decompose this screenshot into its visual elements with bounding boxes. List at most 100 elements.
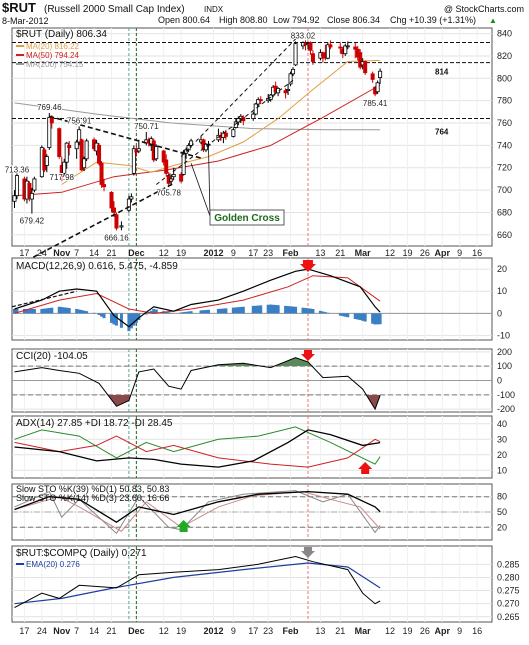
candle-body [57, 128, 62, 157]
ratio-ytick-label: 0.265 [497, 612, 520, 622]
candle-body [288, 73, 293, 85]
candle-body [109, 191, 114, 209]
candle-body [97, 144, 102, 164]
macd-hist-bar [266, 304, 270, 314]
macd-hist-bar [239, 306, 243, 314]
header-brand: @ StockCharts.com [444, 4, 524, 14]
adx-panel-title: ADX(14) 27.85 +DI 18.72 -DI 28.45 [16, 418, 173, 429]
x-tick-label: 26 [420, 248, 430, 258]
macd-hist-bar [15, 308, 19, 314]
price-label: 705.78 [156, 189, 181, 198]
macd-signal-line [14, 275, 381, 314]
macd-hist-bar [289, 306, 293, 314]
macd-hist-bar [271, 304, 275, 314]
candle-body [74, 141, 79, 150]
macd-ytick-label: 0 [497, 308, 502, 318]
level-label: 814 [435, 68, 449, 77]
panel-macd: -10 0 10 20 MACD(12,26,9) 0.616, 5.475, -4.8… [11, 257, 510, 341]
price-ytick-label: 660 [497, 230, 512, 240]
cci-ytick-label: 200 [497, 347, 512, 357]
macd-hist-bar [27, 308, 31, 314]
macd-hist-bar [311, 308, 315, 314]
macd-hist-bar [65, 307, 69, 314]
x-tick-label: 12 [385, 626, 395, 636]
ratio-frame [11, 545, 493, 623]
price-ytick-label: 720 [497, 163, 512, 173]
macd-hist-bar [206, 309, 210, 314]
x-tick-label: 7 [74, 248, 79, 258]
macd-hist-bar [100, 313, 104, 317]
candle-body [102, 184, 107, 188]
macd-hist-bar [259, 305, 263, 314]
legend-label: EMA(20) 0.276 [26, 560, 80, 569]
legend-label: MA(200) 754.15 [26, 60, 84, 69]
macd-hist-bar [154, 309, 158, 314]
candle-body [99, 162, 104, 185]
candle-body [129, 196, 134, 200]
x-tick-label: 17 [19, 248, 29, 258]
x-tick-label: Nov [53, 248, 70, 258]
header-high: High 808.80 [219, 15, 268, 25]
candle-body [114, 214, 119, 229]
macd-hist-bar [291, 306, 295, 314]
candle-body [79, 139, 84, 171]
x-tick-label: 2012 [203, 626, 223, 636]
candle-body [179, 174, 184, 182]
price-label: 769.46 [37, 103, 62, 112]
macd-hist-bar [204, 309, 208, 314]
price-label: 750.71 [134, 122, 159, 131]
macd-trendline [11, 290, 77, 308]
golden-cross-pointer [190, 163, 211, 217]
x-tick-label: 23 [263, 248, 273, 258]
x-tick-label: Feb [283, 248, 300, 258]
x-tick-label: 21 [335, 626, 345, 636]
macd-hist-bar [326, 312, 330, 314]
legend-label: MA(50) 794.24 [26, 51, 79, 60]
adx-frame [11, 415, 493, 479]
ma200-line [14, 102, 381, 131]
macd-hist-bar [361, 313, 365, 321]
candle-body [29, 193, 34, 200]
macd-hist-bar [338, 313, 342, 316]
candle-body [203, 143, 208, 151]
macd-hist-bar [343, 313, 347, 317]
macd-hist-bar [182, 312, 186, 314]
adx-line [14, 429, 381, 468]
price-panel-title: $RUT (Daily) 806.34 [16, 29, 107, 40]
macd-hist-bar [358, 313, 362, 321]
x-tick-label: 21 [106, 626, 116, 636]
cci-ytick-label: -100 [497, 390, 515, 400]
plus-di-line [14, 426, 381, 465]
header-close: Close 806.34 [327, 15, 380, 25]
macd-hist-bar [127, 313, 131, 332]
candle-body [256, 99, 261, 105]
macd-hist-bar [45, 308, 49, 314]
macd-hist-bar [40, 308, 44, 314]
x-tick-label: 9 [457, 248, 462, 258]
macd-hist-bar [321, 311, 325, 314]
stoch-up-arrow [176, 520, 191, 532]
adx-ytick-label: 30 [497, 434, 507, 444]
trendline [155, 77, 296, 185]
macd-hist-bar [356, 313, 360, 320]
panel-cci: -200 -100 0 100 200 CCI(20) -104.05 [11, 347, 515, 414]
cci-line [14, 357, 381, 411]
price-label: 713.36 [5, 166, 30, 175]
macd-hist-bar [276, 305, 280, 314]
candle-body [353, 46, 358, 50]
macd-hist-bar [376, 313, 380, 325]
x-tick-label: 24 [37, 248, 47, 258]
adx-ytick-label: 40 [497, 419, 507, 429]
candle-body [308, 42, 313, 51]
x-tick-label: 12 [159, 626, 169, 636]
macd-hist-bar [221, 308, 225, 314]
price-ytick-label: 760 [497, 118, 512, 128]
x-tick-label: Apr [435, 626, 451, 636]
candle-body [161, 150, 166, 163]
price-label: 666.16 [104, 233, 129, 242]
x-tick-label: 26 [420, 626, 430, 636]
candle-body [258, 99, 263, 102]
panel-stoch: 20 50 80 Slow STO %K(39) %D(1) 50.83, 50.83… [11, 483, 507, 541]
